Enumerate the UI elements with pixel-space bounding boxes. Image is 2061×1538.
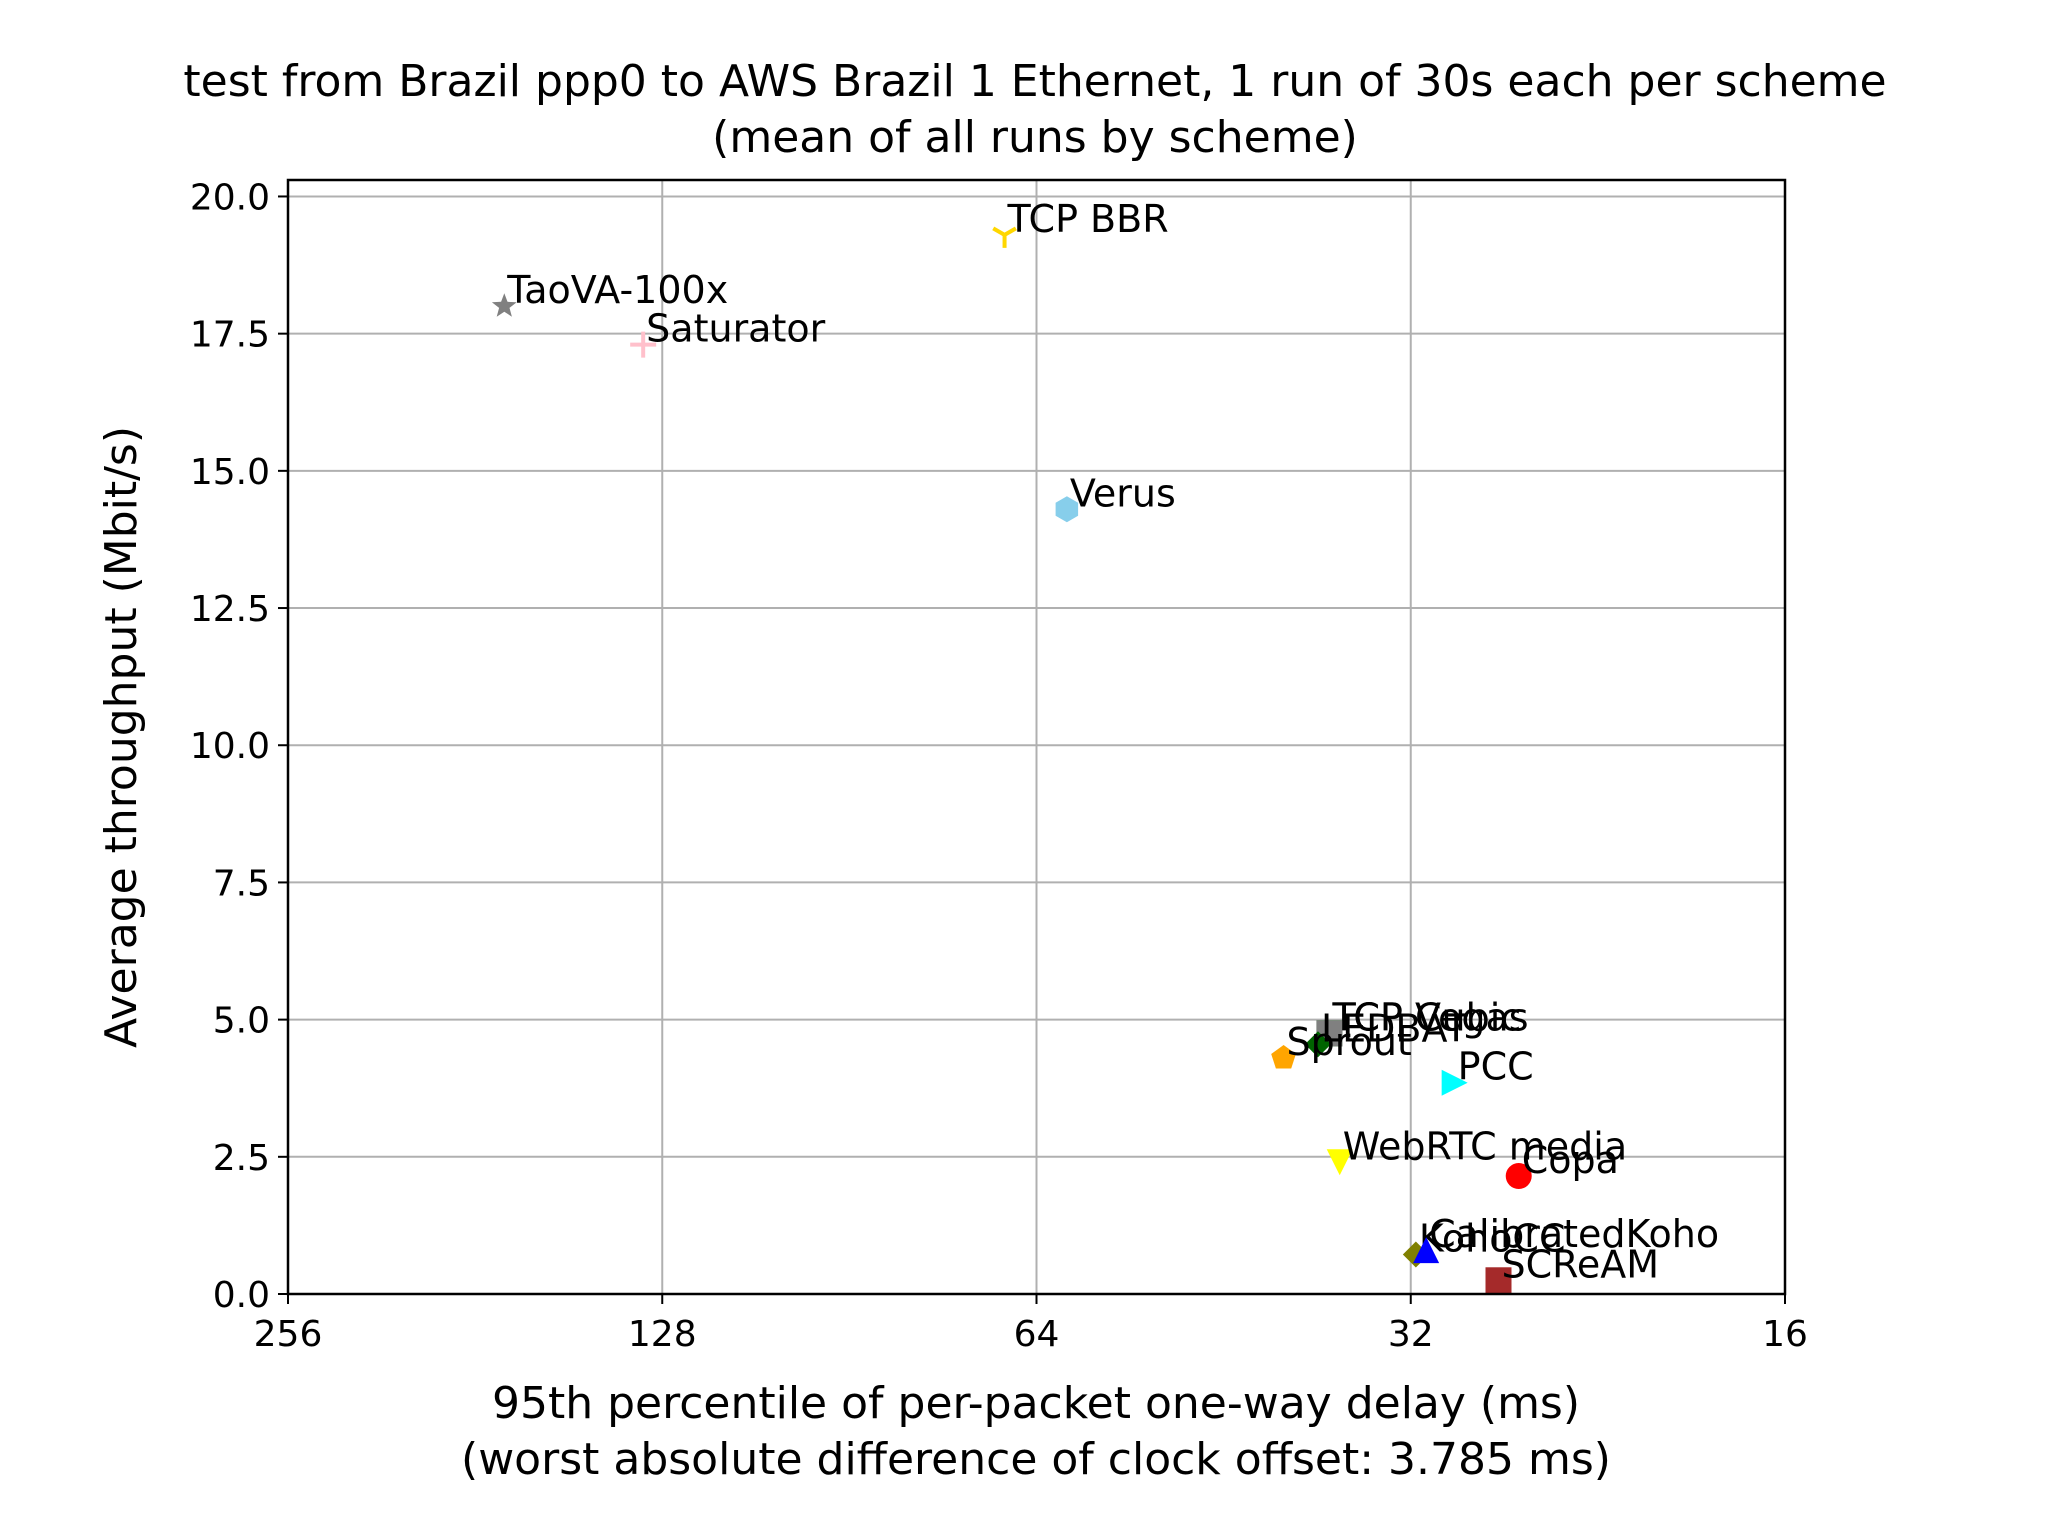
marker-sprout xyxy=(1271,1045,1296,1069)
marker-pcc xyxy=(1441,1069,1468,1096)
point-taova-100x: TaoVA-100x xyxy=(491,268,728,317)
marker-scream xyxy=(1485,1267,1512,1294)
label-saturator: Saturator xyxy=(646,307,825,351)
point-webrtc-media: WebRTC media xyxy=(1326,1124,1627,1176)
marker-saturator xyxy=(630,331,657,358)
marker-tcp-bbr xyxy=(992,226,1017,248)
point-kohocc: KohoCC xyxy=(1402,1216,1566,1268)
marker-calibratedkoho xyxy=(1413,1237,1440,1264)
y-tick-label: 20.0 xyxy=(190,177,270,218)
label-tcp-bbr: TCP BBR xyxy=(1007,197,1169,241)
y-tick-label: 15.0 xyxy=(190,452,270,493)
point-tcp-cubic: TCP Cubic xyxy=(1316,995,1521,1047)
point-pcc: PCC xyxy=(1441,1045,1534,1096)
label-copa: Copa xyxy=(1522,1138,1619,1182)
x-tick-label: 256 xyxy=(254,1314,323,1355)
point-scream: SCReAM xyxy=(1485,1242,1659,1294)
y-axis-label: Average throughput (Mbit/s) xyxy=(96,426,147,1048)
x-axis-sublabel: (worst absolute difference of clock offs… xyxy=(461,1434,1611,1485)
label-verus: Verus xyxy=(1070,471,1176,515)
y-tick-label: 2.5 xyxy=(213,1138,270,1179)
label-webrtc-media: WebRTC media xyxy=(1343,1124,1627,1168)
label-kohocc: KohoCC xyxy=(1419,1216,1566,1260)
marker-verus xyxy=(1055,496,1079,523)
point-sprout: Sprout xyxy=(1271,1020,1412,1069)
x-tick-label: 128 xyxy=(628,1314,697,1355)
x-tick-label: 16 xyxy=(1762,1314,1808,1355)
point-ledbat: LEDBAT xyxy=(1304,1006,1469,1058)
point-tcp-bbr: TCP BBR xyxy=(992,197,1169,248)
y-tick-label: 0.0 xyxy=(213,1275,270,1316)
label-tcp-vegas: TCP Vegas xyxy=(1331,995,1528,1039)
label-ledbat: LEDBAT xyxy=(1321,1006,1469,1050)
label-tcp-cubic: TCP Cubic xyxy=(1331,995,1521,1039)
y-tick-label: 10.0 xyxy=(190,726,270,767)
y-tick-label: 5.0 xyxy=(213,1001,270,1042)
point-saturator: Saturator xyxy=(630,307,826,358)
marker-copa xyxy=(1505,1163,1532,1190)
label-taova-100x: TaoVA-100x xyxy=(506,268,728,312)
y-tick-label: 12.5 xyxy=(190,589,270,630)
y-tick-label: 7.5 xyxy=(213,863,270,904)
chart-subtitle: (mean of all runs by scheme) xyxy=(712,112,1358,163)
point-copa: Copa xyxy=(1505,1138,1619,1190)
x-tick-label: 64 xyxy=(1014,1314,1060,1355)
label-calibratedkoho: CalibratedKoho xyxy=(1429,1212,1719,1256)
chart-title: test from Brazil ppp0 to AWS Brazil 1 Et… xyxy=(183,56,1886,107)
marker-ledbat xyxy=(1304,1031,1331,1058)
y-tick-label: 17.5 xyxy=(190,315,270,356)
axis-ticks: 256 128 64 32 16 0.0 2.5 5.0 7.5 10.0 12.5 15.0 17.5… xyxy=(190,177,1808,1355)
marker-webrtc-media xyxy=(1326,1149,1353,1176)
label-scream: SCReAM xyxy=(1501,1242,1659,1286)
label-sprout: Sprout xyxy=(1287,1020,1412,1064)
x-axis-label: 95th percentile of per-packet one-way de… xyxy=(492,1378,1580,1429)
plot-frame xyxy=(286,178,1787,1296)
point-verus: Verus xyxy=(1055,471,1176,523)
label-pcc: PCC xyxy=(1458,1045,1534,1089)
point-calibratedkoho: CalibratedKoho xyxy=(1413,1212,1719,1264)
marker-taova-100x xyxy=(491,293,517,317)
x-tick-label: 32 xyxy=(1388,1314,1434,1355)
